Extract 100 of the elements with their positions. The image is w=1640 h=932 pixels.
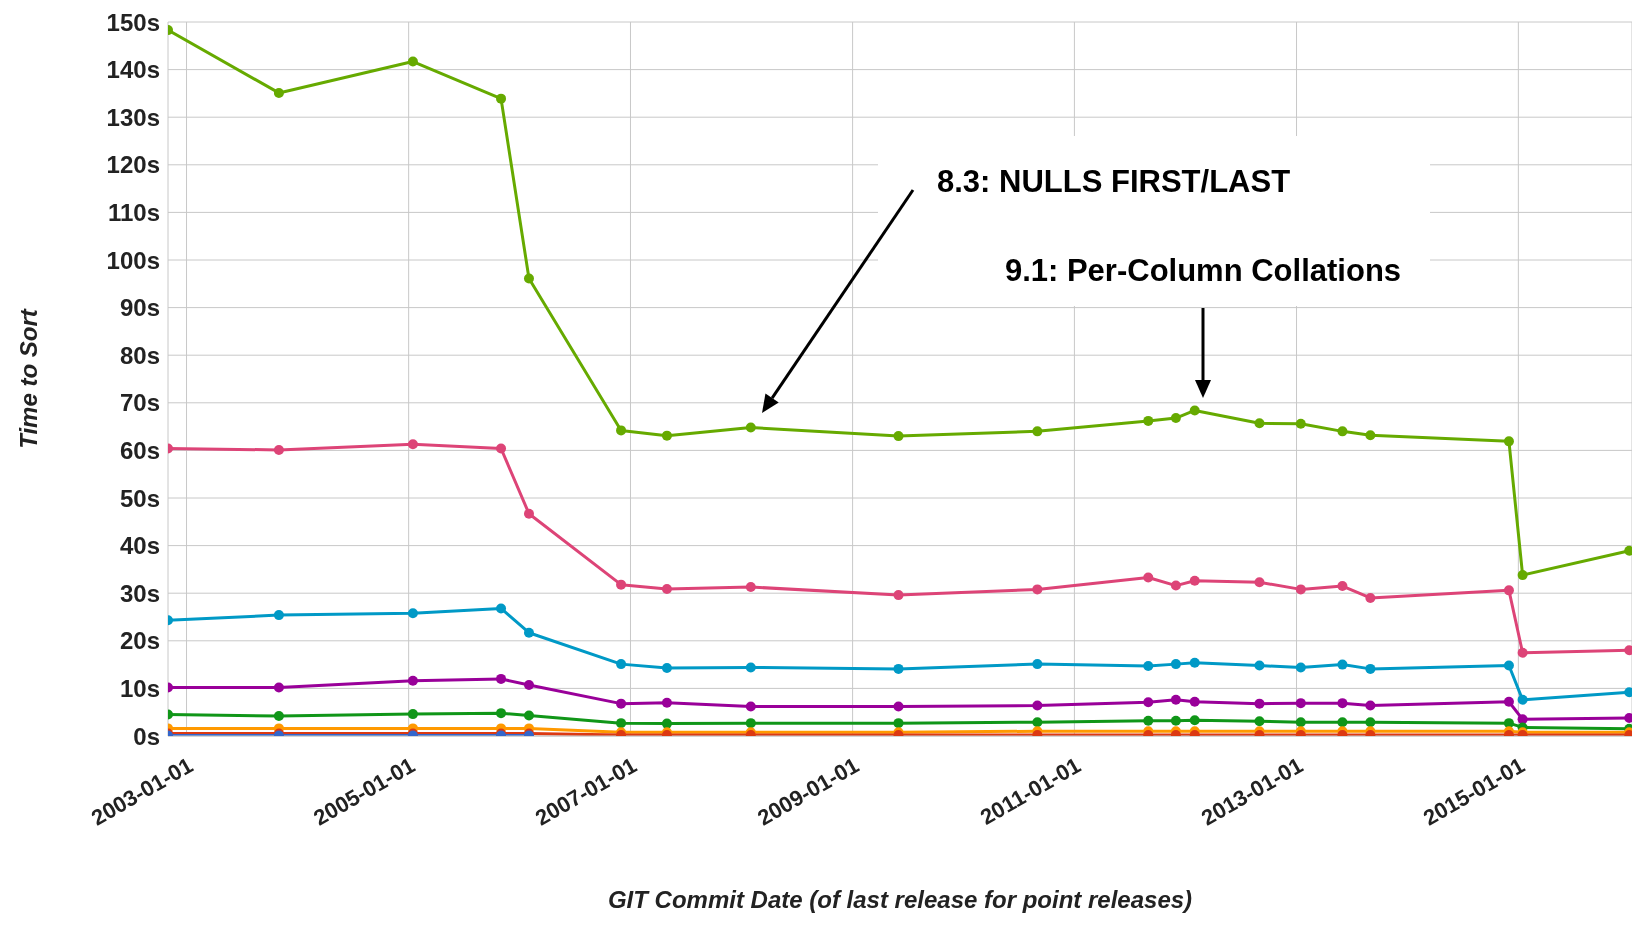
point (496, 708, 507, 719)
point (407, 439, 418, 450)
point (273, 610, 284, 621)
y-tick-label: 110s (107, 198, 160, 226)
point (661, 583, 672, 594)
y-tick-label: 100s (106, 246, 160, 274)
point (1503, 436, 1514, 447)
point (1503, 660, 1514, 671)
point (1337, 581, 1348, 592)
point (745, 662, 756, 673)
point (1170, 694, 1181, 705)
point (893, 663, 904, 674)
point (1517, 570, 1528, 581)
point (1365, 717, 1376, 728)
point (1365, 592, 1376, 603)
point (1295, 584, 1306, 595)
point (1365, 430, 1376, 441)
point (1254, 660, 1265, 671)
point (1503, 585, 1514, 596)
annotation: 8.3: NULLS FIRST/LAST (937, 163, 1291, 199)
point (523, 273, 534, 284)
y-tick-label: 40s (119, 532, 160, 560)
point (1254, 418, 1265, 429)
point (893, 431, 904, 442)
point (523, 680, 534, 691)
point (661, 430, 672, 441)
point (1517, 694, 1528, 705)
point (893, 701, 904, 712)
point (1189, 575, 1200, 586)
point (1143, 661, 1154, 672)
point (1337, 426, 1348, 437)
point (661, 697, 672, 708)
point (616, 425, 627, 436)
y-tick-label: 150s (106, 8, 160, 36)
point (496, 603, 507, 614)
x-axis-title: GIT Commit Date (of last release for point releases) (607, 886, 1193, 913)
point (1295, 662, 1306, 673)
point (1365, 700, 1376, 711)
point (1189, 696, 1200, 707)
point (1337, 717, 1348, 728)
point (273, 682, 284, 693)
point (661, 662, 672, 673)
y-tick-label: 140s (106, 56, 160, 84)
point (1170, 580, 1181, 591)
point (745, 718, 756, 729)
point (1517, 647, 1528, 658)
point (745, 701, 756, 712)
point (1365, 663, 1376, 674)
y-axis-title: Time to Sort (14, 308, 42, 449)
point (1295, 717, 1306, 728)
y-tick-label: 120s (106, 151, 160, 179)
point (1254, 698, 1265, 709)
point (1189, 657, 1200, 668)
point (1143, 697, 1154, 708)
point (1295, 698, 1306, 709)
point (273, 711, 284, 722)
point (1032, 426, 1043, 437)
point (1032, 700, 1043, 711)
point (1032, 659, 1043, 670)
point (893, 718, 904, 729)
point (407, 675, 418, 686)
y-tick-label: 0s (133, 722, 160, 750)
y-tick-label: 70s (119, 389, 160, 417)
point (1254, 577, 1265, 588)
point (1143, 572, 1154, 583)
point (616, 579, 627, 590)
point (616, 698, 627, 709)
point (745, 582, 756, 593)
point (893, 590, 904, 601)
y-tick-label: 30s (119, 579, 160, 607)
point (407, 608, 418, 619)
y-tick-label: 90s (119, 294, 160, 322)
point (523, 627, 534, 638)
point (1170, 659, 1181, 670)
point (1170, 413, 1181, 424)
point (273, 444, 284, 455)
point (1503, 718, 1514, 729)
point (745, 422, 756, 433)
point (496, 673, 507, 684)
annotation: 9.1: Per-Column Collations (1004, 252, 1402, 288)
point (1189, 715, 1200, 726)
y-tick-label: 80s (119, 341, 160, 369)
y-tick-label: 20s (119, 627, 160, 655)
point (523, 508, 534, 519)
point (1032, 584, 1043, 595)
y-tick-label: 60s (119, 436, 160, 464)
point (1254, 716, 1265, 727)
point (1143, 415, 1154, 426)
point (1337, 659, 1348, 670)
point (407, 56, 418, 67)
y-tick-label: 130s (106, 103, 160, 131)
point (1189, 405, 1200, 416)
point (523, 710, 534, 721)
y-tick-label: 10s (119, 674, 160, 702)
point (1032, 717, 1043, 728)
point (1503, 696, 1514, 707)
point (496, 93, 507, 104)
y-tick-label: 50s (119, 484, 160, 512)
point (1337, 698, 1348, 709)
point (616, 718, 627, 729)
